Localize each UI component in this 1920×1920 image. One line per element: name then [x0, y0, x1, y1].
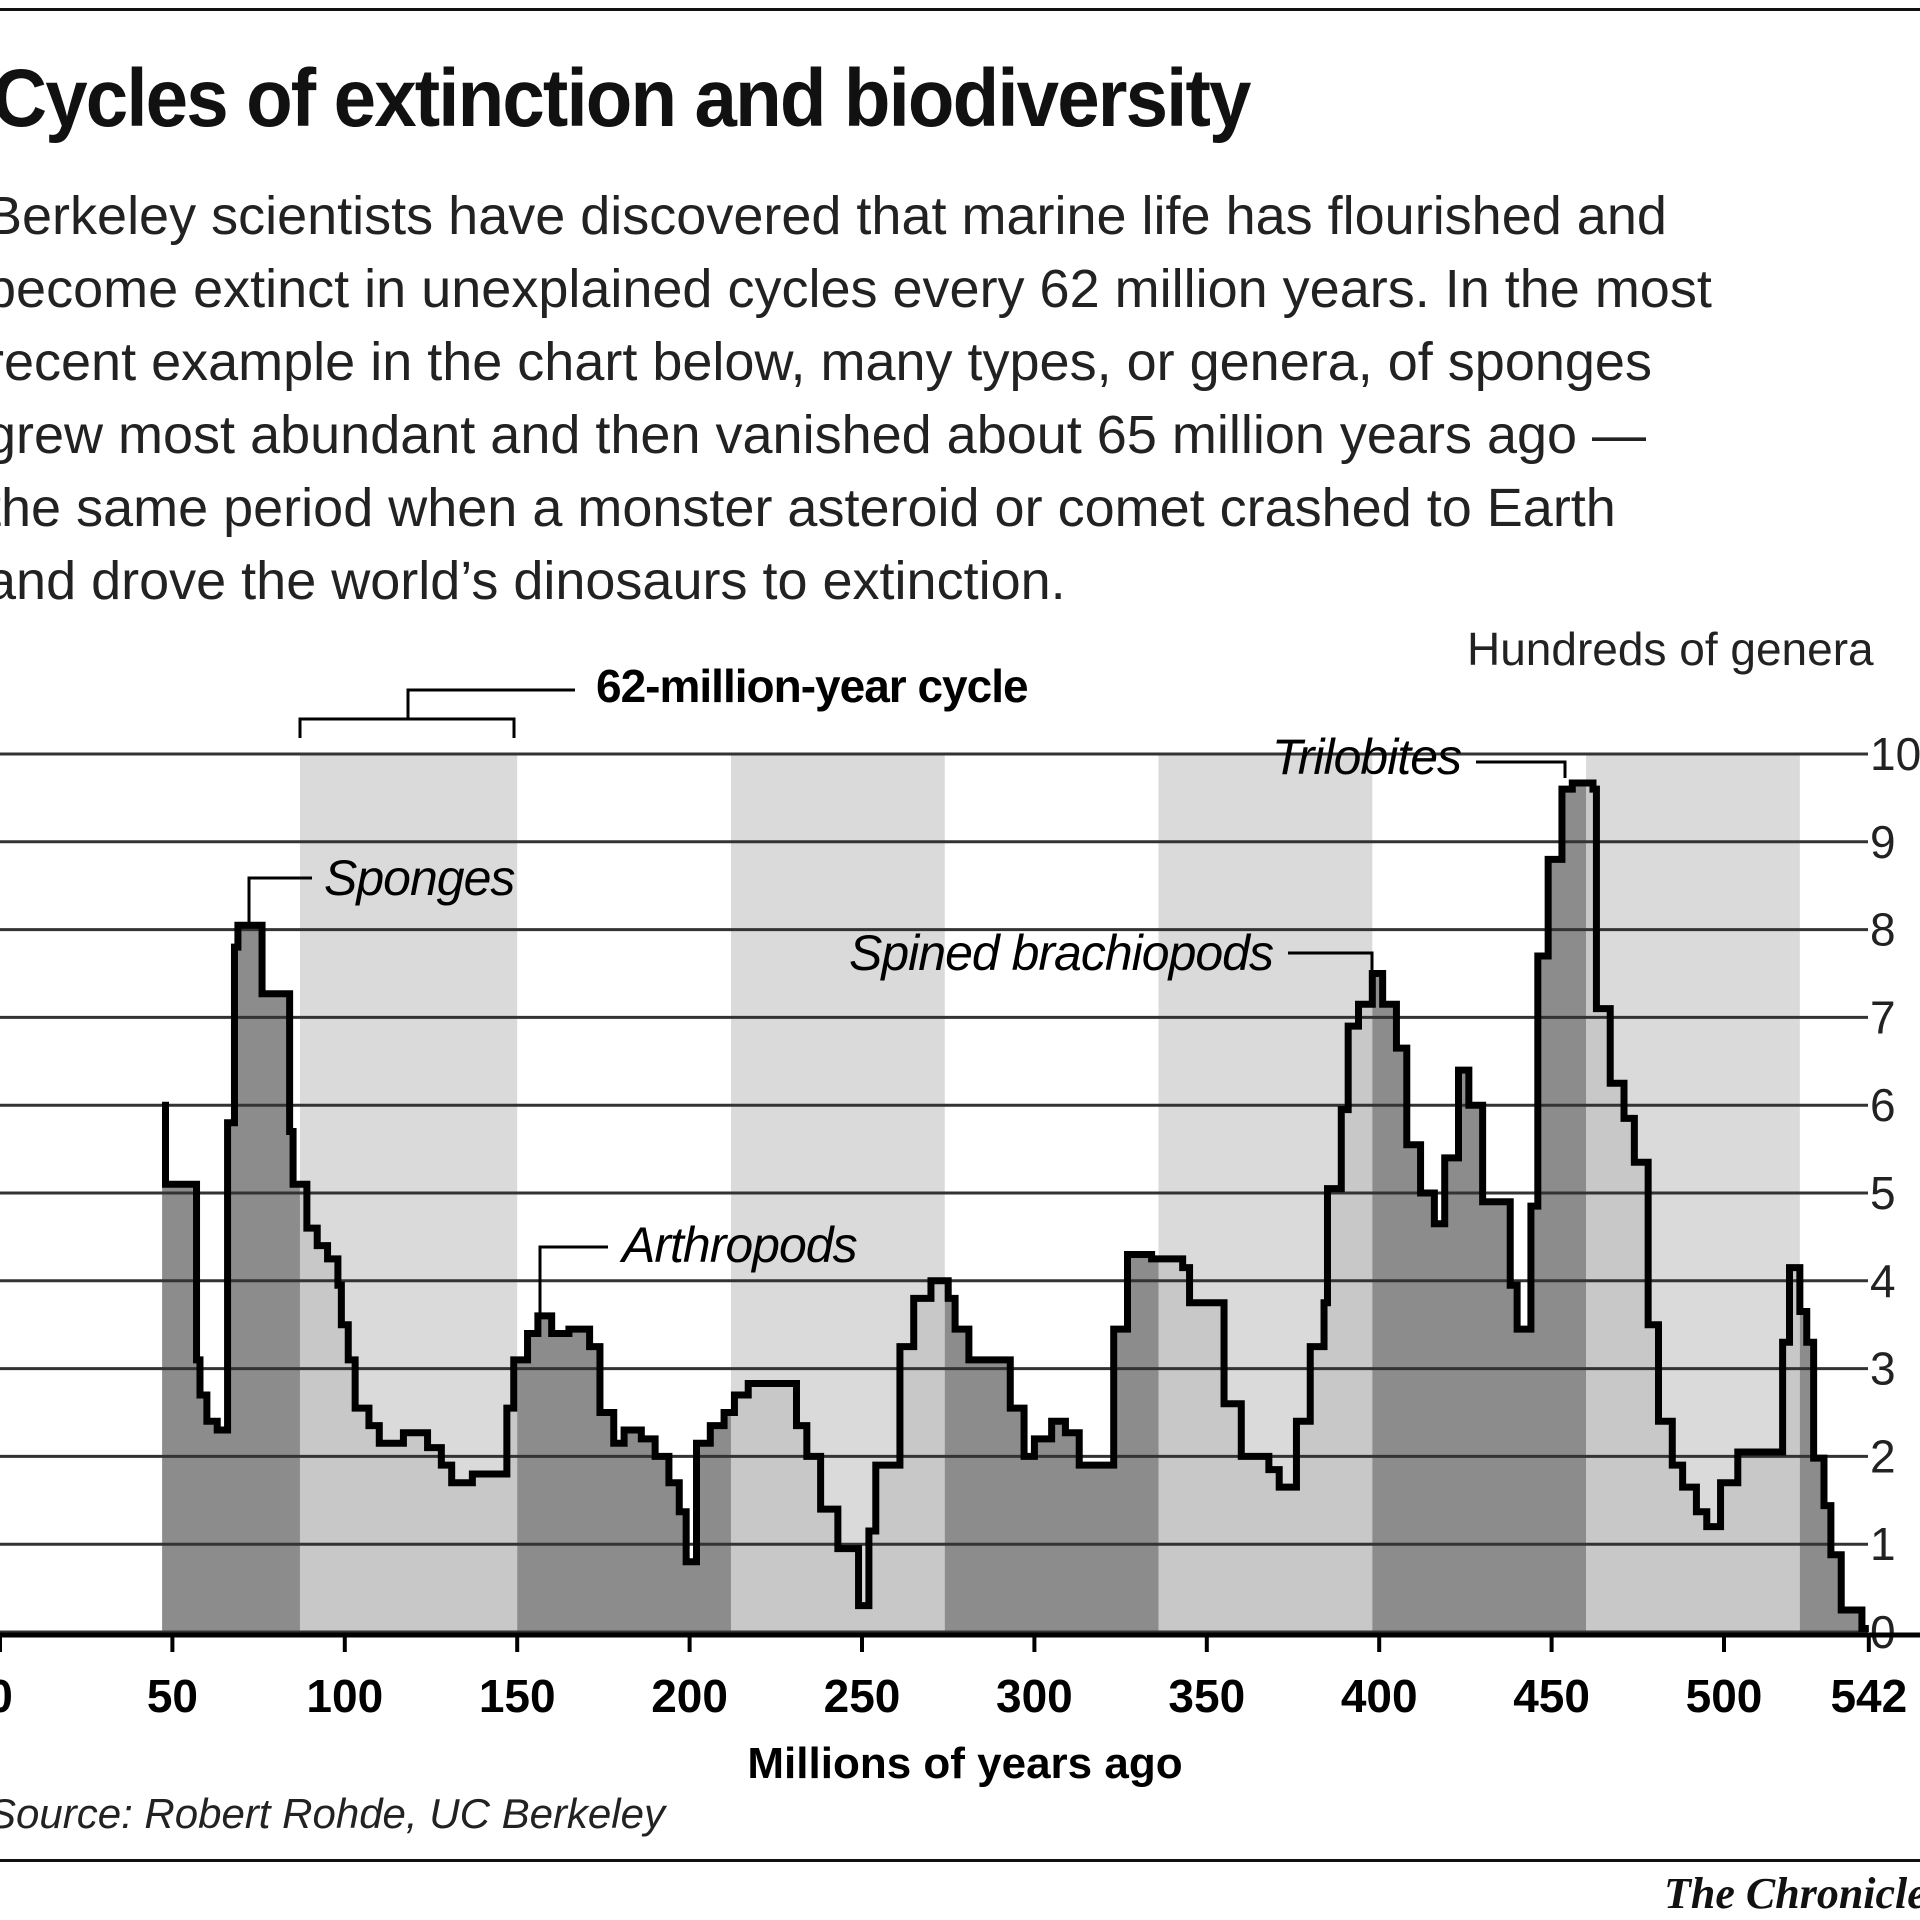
- cycle-label: 62-million-year cycle: [596, 660, 1028, 712]
- chart-title: Cycles of extinction and biodiversity: [0, 53, 1251, 144]
- y-tick-label: 10: [1870, 728, 1920, 780]
- intro-line: the same period when a monster asteroid …: [0, 478, 1616, 538]
- x-tick-label: 200: [651, 1670, 728, 1722]
- intro-line: Berkeley scientists have discovered that…: [0, 186, 1667, 246]
- y-tick-label: 8: [1870, 904, 1896, 956]
- intro-line: become extinct in unexplained cycles eve…: [0, 259, 1712, 319]
- annotation-trilobites: Trilobites: [1272, 729, 1461, 785]
- y-tick-label: 6: [1870, 1079, 1896, 1131]
- y-tick-label: 4: [1870, 1255, 1896, 1307]
- x-tick-label: 450: [1513, 1670, 1590, 1722]
- annotation-leader: [247, 876, 312, 924]
- x-tick-label: 150: [479, 1670, 556, 1722]
- cycle-bracket: [298, 688, 575, 738]
- genera-series-line: [162, 779, 1869, 1632]
- x-tick-label: 100: [306, 1670, 383, 1722]
- annotation-arthropods: Arthropods: [619, 1217, 857, 1273]
- intro-line: grew most abundant and then vanished abo…: [0, 405, 1647, 465]
- source-note: Source: Robert Rohde, UC Berkeley: [0, 1790, 665, 1837]
- annotation-spined-brachiopods: Spined brachiopods: [849, 925, 1273, 981]
- x-axis-label: Millions of years ago: [747, 1739, 1182, 1788]
- x-tick-label: 350: [1168, 1670, 1245, 1722]
- intro-line: recent example in the chart below, many …: [0, 332, 1652, 392]
- x-tick-label: 500: [1686, 1670, 1763, 1722]
- y-tick-label: 1: [1870, 1518, 1896, 1570]
- intro-line: and drove the world’s dinosaurs to extin…: [0, 551, 1066, 611]
- y-tick-label: 2: [1870, 1430, 1896, 1482]
- y-tick-label: 5: [1870, 1167, 1896, 1219]
- annotation-sponges: Sponges: [324, 850, 514, 906]
- x-tick-label: 250: [824, 1670, 901, 1722]
- x-tick-label: 0: [0, 1670, 13, 1722]
- bottom-rule: [0, 1859, 1920, 1862]
- publisher-credit: The Chronicle: [1664, 1869, 1920, 1918]
- y-tick-label: 7: [1870, 991, 1896, 1043]
- annotation-leader: [1288, 951, 1374, 975]
- x-tick-label: 300: [996, 1670, 1073, 1722]
- x-tick-label: 50: [147, 1670, 198, 1722]
- intro-text: Berkeley scientists have discovered that…: [0, 180, 1712, 618]
- y-tick-label: 3: [1870, 1343, 1896, 1395]
- y-tick-label: 9: [1870, 816, 1896, 868]
- annotation-leader: [538, 1245, 608, 1318]
- y-tick-label: 0: [1870, 1606, 1896, 1658]
- x-tick-label: 542: [1830, 1670, 1907, 1722]
- annotation-leader: [1476, 760, 1567, 778]
- top-rule: [0, 8, 1920, 11]
- y-axis-label: Hundreds of genera: [1467, 623, 1874, 675]
- x-tick-label: 400: [1341, 1670, 1418, 1722]
